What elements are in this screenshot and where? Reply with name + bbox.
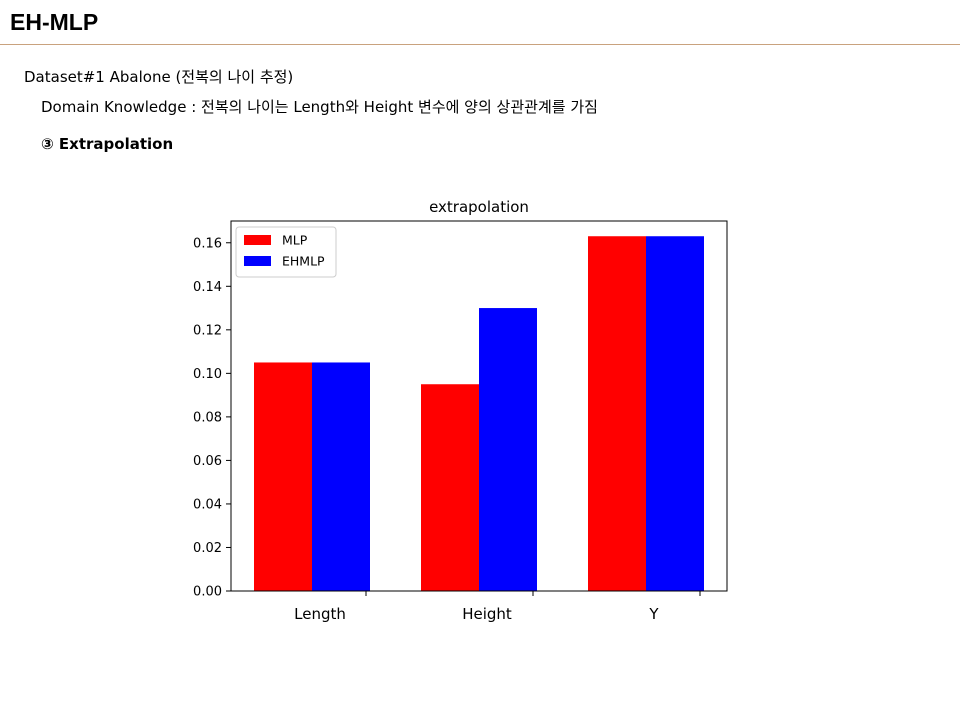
legend-swatch-mlp xyxy=(244,235,271,245)
y-tick-label: 0.00 xyxy=(193,585,222,600)
x-tick-label: Length xyxy=(294,605,346,623)
legend-label-ehmlp: EHMLP xyxy=(282,254,325,269)
bar-mlp-y xyxy=(588,236,646,591)
title-divider xyxy=(0,44,960,45)
dataset-line: Dataset#1 Abalone (전복의 나이 추정) xyxy=(24,68,294,86)
section-heading: ③ Extrapolation xyxy=(41,135,174,153)
y-tick-label: 0.12 xyxy=(193,323,222,338)
bar-mlp-length xyxy=(254,362,312,591)
domain-knowledge-line: Domain Knowledge : 전복의 나이는 Length와 Heigh… xyxy=(41,98,598,116)
y-tick-label: 0.08 xyxy=(193,410,222,425)
slide-title: EH-MLP xyxy=(10,9,99,35)
x-tick-label: Y xyxy=(648,605,659,623)
y-tick-label: 0.16 xyxy=(193,236,222,251)
bar-ehmlp-y xyxy=(646,236,704,591)
y-tick-label: 0.14 xyxy=(193,280,222,295)
legend-label-mlp: MLP xyxy=(282,233,308,248)
bar-chart: extrapolation 0.00 0.02 0.04 0.06 0.08 0.10 0.1… xyxy=(193,198,728,623)
x-tick-label: Height xyxy=(462,605,512,623)
y-tick-label: 0.02 xyxy=(193,541,222,556)
legend-swatch-ehmlp xyxy=(244,256,271,266)
y-tick-label: 0.04 xyxy=(193,497,222,512)
bar-ehmlp-length xyxy=(312,362,370,591)
y-tick-label: 0.10 xyxy=(193,367,222,382)
bar-mlp-height xyxy=(421,384,479,591)
bar-ehmlp-height xyxy=(479,308,537,591)
chart-title: extrapolation xyxy=(429,198,529,216)
y-tick-label: 0.06 xyxy=(193,454,222,469)
plot-frame xyxy=(230,220,728,592)
